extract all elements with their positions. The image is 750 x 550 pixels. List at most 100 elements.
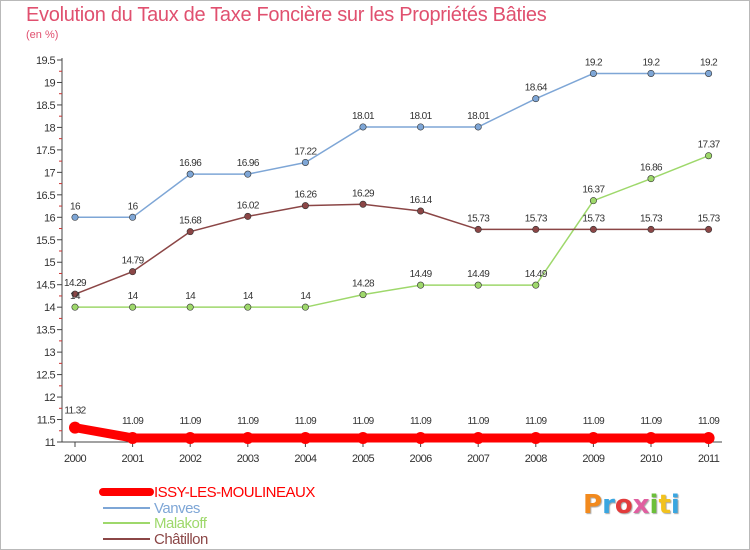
data-point	[589, 225, 597, 233]
y-tick-label: 14	[44, 302, 56, 314]
data-label: 14.28	[352, 279, 375, 290]
data-point	[417, 207, 425, 215]
x-tick-label: 2004	[294, 453, 317, 465]
data-label: 11.09	[122, 416, 144, 427]
data-label: 14	[300, 291, 311, 302]
data-point	[532, 95, 540, 103]
series-line-ch-tillon	[74, 203, 710, 295]
data-label: 16.96	[237, 158, 260, 169]
data-point	[301, 158, 309, 166]
data-point	[359, 200, 367, 208]
data-point	[702, 431, 715, 444]
x-tick-label: 2001	[122, 453, 145, 465]
data-point	[244, 170, 252, 178]
data-label: 15.68	[179, 216, 202, 227]
data-point	[417, 123, 425, 131]
x-tick-label: 2006	[410, 453, 433, 465]
series-line-vanves	[74, 72, 710, 219]
data-point	[129, 213, 137, 221]
data-label: 16	[70, 201, 81, 212]
data-point	[705, 225, 713, 233]
data-label: 17.37	[698, 140, 721, 151]
chart-subtitle: (en %)	[26, 29, 59, 41]
data-label: 11.09	[698, 416, 720, 427]
proxiti-logo: Proxiti	[583, 490, 680, 520]
data-label: 18.64	[525, 83, 548, 94]
series-line-malakoff	[74, 154, 710, 308]
data-label: 18.01	[467, 111, 490, 122]
data-label: 11.09	[583, 416, 605, 427]
x-tick-label: 2008	[525, 453, 548, 465]
y-tick-label: 13	[44, 347, 56, 359]
data-label: 18.01	[352, 111, 375, 122]
data-point	[126, 431, 139, 444]
y-tick-label: 17.5	[36, 145, 55, 157]
data-label: 16	[128, 201, 139, 212]
data-point	[186, 303, 194, 311]
data-point	[705, 69, 713, 77]
chart-title: Evolution du Taux de Taxe Foncière sur l…	[26, 4, 547, 26]
data-point	[474, 123, 482, 131]
data-label: 19.2	[700, 57, 718, 68]
data-point	[474, 281, 482, 289]
series-line-issy-les-moulineaux	[70, 423, 714, 443]
data-label: 16.14	[410, 195, 433, 206]
data-label: 16.02	[237, 200, 260, 211]
data-point	[647, 225, 655, 233]
x-tick-label: 2011	[698, 453, 720, 465]
data-point	[474, 225, 482, 233]
y-tick-label: 15.5	[36, 235, 55, 247]
axes: 11 11.5 12 12.5 13 13.5 14 14.5 15 15.5 16 16.5 17 17…	[36, 55, 722, 465]
data-point	[186, 228, 194, 236]
x-tick-label: 2005	[352, 453, 375, 465]
data-label: 14	[128, 291, 139, 302]
data-point	[129, 268, 137, 276]
series-layer	[69, 69, 715, 444]
data-label: 11.09	[468, 416, 490, 427]
data-label: 11.09	[640, 416, 662, 427]
legend-label: Châtillon	[154, 531, 208, 548]
data-label: 16.86	[640, 163, 663, 174]
y-tick-label: 15	[44, 257, 56, 269]
data-label: 19.2	[642, 57, 660, 68]
y-tick-label: 12	[44, 392, 56, 404]
data-label: 15.73	[698, 213, 721, 224]
data-label: 14.49	[467, 269, 490, 280]
y-tick-label: 12.5	[36, 370, 55, 382]
data-point	[299, 431, 312, 444]
x-tick-label: 2003	[237, 453, 260, 465]
data-point	[69, 421, 81, 434]
legend-label: ISSY-LES-MOULINEAUX	[154, 484, 315, 501]
data-point	[472, 431, 485, 444]
data-label: 11.09	[237, 416, 259, 427]
y-tick-label: 19	[44, 77, 56, 89]
data-label: 14	[185, 291, 196, 302]
data-point	[589, 69, 597, 77]
data-label: 19.2	[585, 57, 603, 68]
data-point	[301, 202, 309, 210]
legend-label: Malakoff	[154, 515, 208, 532]
data-point	[705, 152, 713, 160]
y-tick-label: 13.5	[36, 325, 55, 337]
legend: ISSY-LES-MOULINEAUXVanvesMalakoffChâtill…	[99, 484, 316, 548]
data-label: 15.73	[467, 213, 490, 224]
data-label: 16.26	[294, 190, 317, 201]
data-point	[529, 431, 542, 444]
data-point	[647, 175, 655, 183]
data-label: 16.37	[582, 185, 605, 196]
data-point	[186, 170, 194, 178]
data-label: 15.73	[582, 213, 605, 224]
x-tick-label: 2007	[467, 453, 490, 465]
y-tick-label: 18.5	[36, 100, 55, 112]
data-point	[532, 225, 540, 233]
data-label: 14.49	[525, 269, 548, 280]
data-point	[417, 281, 425, 289]
data-label: 11.09	[525, 416, 547, 427]
y-tick-label: 17	[44, 167, 56, 179]
data-point	[71, 290, 79, 298]
data-point	[414, 431, 427, 444]
data-point	[645, 431, 657, 444]
y-tick-label: 11.5	[37, 415, 56, 427]
data-label: 15.73	[640, 213, 663, 224]
